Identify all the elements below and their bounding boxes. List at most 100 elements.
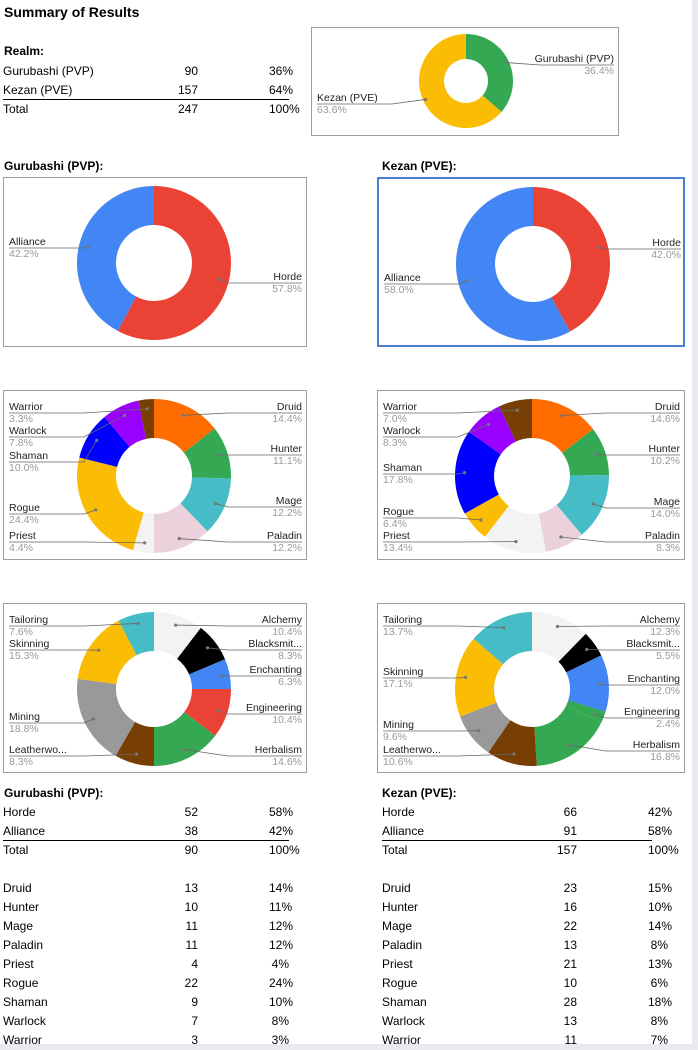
slice-label-herbalism: Herbalism	[633, 739, 681, 751]
slice-shaman[interactable]	[79, 417, 130, 467]
slice-warlock[interactable]	[104, 400, 147, 447]
row-percent: 8%	[650, 1014, 668, 1028]
leader-dot-priest	[143, 541, 147, 545]
slice-druid[interactable]	[532, 399, 594, 453]
slice-druid[interactable]	[154, 399, 215, 453]
leader-line-blacksmit	[207, 647, 302, 651]
table-row: Alliance 38 42%	[3, 824, 293, 841]
slice-percent-hunter: 10.2%	[650, 455, 680, 467]
slice-enchanting[interactable]	[189, 659, 231, 689]
slice-mage[interactable]	[180, 477, 231, 532]
slice-tailoring[interactable]	[473, 612, 532, 665]
slice-label-hunter: Hunter	[648, 443, 680, 455]
realm-donut-chart[interactable]: Gurubashi (PVP) 36.4% Kezan (PVE) 63.6%	[311, 27, 619, 136]
leader-line-warrior	[383, 409, 518, 414]
slice-label-druid: Druid	[277, 401, 302, 413]
slice-percent-tailoring: 7.6%	[9, 626, 33, 638]
slice-warlock[interactable]	[468, 406, 516, 455]
slice-alchemy[interactable]	[154, 612, 201, 659]
slice-percent-herbalism: 16.8%	[650, 751, 680, 763]
leader-dot-tailoring	[502, 626, 506, 630]
slice-herbalism[interactable]	[154, 712, 216, 766]
leader-dot-druid	[560, 413, 564, 418]
slice-label-skinning: Skinning	[9, 638, 49, 650]
slice-blacksmit[interactable]	[558, 633, 602, 673]
gurubashi-profession-donut-chart[interactable]: Alchemy 10.4% Blacksmit... 8.3% Enchanting 6.…	[3, 603, 307, 773]
row-label: Total	[3, 102, 29, 116]
slice-percent-kezan-pve: 63.6%	[317, 104, 347, 116]
slice-tailoring[interactable]	[118, 612, 154, 656]
slice-rogue[interactable]	[77, 457, 144, 551]
slice-label-paladin: Paladin	[645, 530, 680, 542]
row-percent: 58%	[648, 824, 673, 838]
slice-mage[interactable]	[556, 475, 609, 535]
slice-paladin[interactable]	[538, 504, 582, 552]
row-percent: 15%	[648, 881, 673, 895]
slice-label-alliance: Alliance	[384, 272, 421, 284]
row-count: 38	[184, 824, 198, 838]
row-percent: 64%	[269, 83, 294, 97]
slice-label-priest: Priest	[383, 530, 410, 542]
table-row: Druid 23 15%	[382, 881, 672, 897]
kezan-class-donut-chart[interactable]: Druid 14.6% Hunter 10.2% Mage 14.0% Paladin 8.3…	[377, 390, 685, 560]
gurubashi-table-heading: Gurubashi (PVP):	[4, 786, 104, 800]
row-label: Warrior	[3, 1033, 42, 1047]
slice-shaman[interactable]	[455, 431, 501, 514]
row-percent: 10%	[648, 900, 673, 914]
slice-label-warrior: Warrior	[383, 401, 418, 413]
slice-skinning[interactable]	[77, 620, 137, 685]
slice-mining[interactable]	[460, 702, 511, 753]
slice-alliance[interactable]	[455, 187, 571, 341]
slice-percent-warrior: 3.3%	[9, 413, 33, 425]
slice-alchemy[interactable]	[532, 612, 586, 662]
slice-label-enchanting: Enchanting	[627, 673, 680, 685]
slice-label-mining: Mining	[383, 719, 414, 731]
slice-alliance[interactable]	[76, 186, 154, 331]
slice-horde[interactable]	[117, 186, 231, 340]
slice-engineering[interactable]	[184, 689, 231, 736]
leader-dot-warlock	[486, 422, 491, 426]
row-percent: 8%	[650, 938, 668, 952]
table-row: Paladin 13 8%	[382, 938, 668, 954]
row-count: 90	[184, 64, 198, 78]
slice-percent-engineering: 10.4%	[272, 714, 302, 726]
kezan-profession-donut-chart[interactable]: Alchemy 12.3% Blacksmit... 5.5% Enchanting 12…	[377, 603, 685, 773]
slice-horde[interactable]	[533, 187, 610, 332]
slice-priest[interactable]	[484, 506, 546, 553]
gurubashi-faction-donut-chart[interactable]: Horde 57.8% Alliance 42.2%	[3, 177, 307, 347]
slice-mining[interactable]	[77, 678, 136, 756]
slice-herbalism[interactable]	[534, 705, 602, 766]
leader-line-leatherwo	[9, 753, 137, 757]
slice-rogue[interactable]	[464, 494, 509, 537]
table-row: Hunter 16 10%	[382, 900, 672, 916]
slice-hunter[interactable]	[183, 428, 231, 479]
slice-enchanting[interactable]	[566, 655, 609, 712]
leader-line-warlock	[9, 414, 125, 438]
slice-hunter[interactable]	[562, 429, 609, 476]
leader-dot-herbalism	[567, 743, 572, 747]
slice-warrior[interactable]	[499, 399, 532, 442]
kezan-faction-donut-chart[interactable]: Horde 42.0% Alliance 58.0%	[377, 177, 685, 347]
gurubashi-prof-svg: Alchemy10.4%Blacksmit...8.3%Enchanting6.…	[9, 612, 303, 768]
leader-line-mining	[9, 718, 94, 724]
slice-gurubashi-pvp[interactable]	[466, 34, 513, 112]
row-percent: 13%	[648, 957, 673, 971]
row-percent: 6%	[650, 976, 668, 990]
slice-percent-mining: 9.6%	[383, 731, 407, 743]
leader-dot-alchemy	[174, 623, 178, 627]
leader-dot-horde	[596, 245, 600, 249]
row-label: Hunter	[382, 900, 419, 914]
leader-dot-blacksmit	[205, 646, 210, 650]
table-row: Warrior 11 7%	[382, 1033, 668, 1049]
gurubashi-class-donut-chart[interactable]: Druid 14.4% Hunter 11.1% Mage 12.2% Paladin 12.…	[3, 390, 307, 560]
slice-paladin[interactable]	[154, 503, 208, 553]
slice-engineering[interactable]	[566, 700, 606, 723]
slice-skinning[interactable]	[455, 638, 504, 717]
slice-label-herbalism: Herbalism	[255, 744, 303, 756]
slice-blacksmit[interactable]	[177, 627, 226, 675]
leader-dot-engineering	[593, 712, 597, 716]
slice-label-tailoring: Tailoring	[383, 614, 422, 626]
slice-kezan-pve[interactable]	[419, 34, 502, 128]
